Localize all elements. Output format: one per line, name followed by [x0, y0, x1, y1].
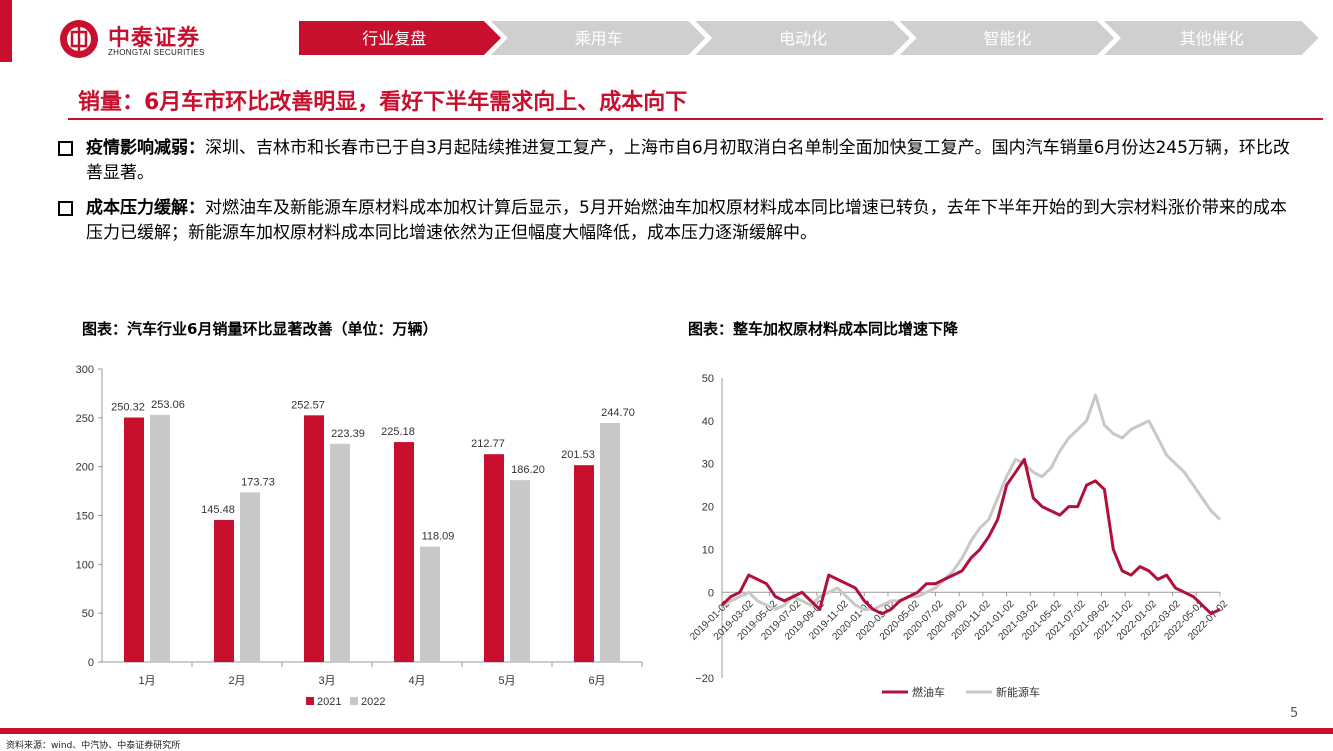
x-category-label: 5月 [498, 675, 515, 687]
bar-value-label: 212.77 [471, 438, 505, 450]
legend-label: 新能源车 [996, 685, 1040, 699]
nav-tab-2[interactable] [486, 20, 709, 56]
bar-value-label: 244.70 [601, 407, 635, 419]
source-note: 资料来源：wind、中汽协、中泰证券研究所 [6, 741, 181, 751]
page-number: 5 [1290, 706, 1299, 721]
bar-2022-3 [330, 443, 350, 662]
bar-value-label: 186.20 [511, 464, 545, 476]
bullet-cost: 成本压力缓解：对燃油车及新能源车原材料成本加权计算后显示，5月开始燃油车加权原材… [58, 196, 1298, 246]
series-line-燃油车 [720, 457, 1221, 616]
x-category-label: 6月 [588, 675, 605, 687]
section-nav: 行业复盘 乘用车 电动化 智能化 其他催化 [298, 20, 1320, 56]
bullet-text: 对燃油车及新能源车原材料成本加权计算后显示，5月开始燃油车加权原材料成本同比增速… [86, 198, 1287, 243]
bar-2021-1 [124, 417, 144, 662]
y-tick-label: 150 [76, 511, 94, 523]
nav-tab-5[interactable] [1100, 20, 1320, 56]
legend-label: 2021 [317, 696, 341, 708]
bar-2022-4 [420, 546, 440, 662]
y-tick-label: 40 [702, 416, 714, 428]
bar-value-label: 173.73 [241, 476, 275, 488]
nav-tab-label: 电动化 [779, 29, 827, 48]
logo-name: 中泰证券 [108, 26, 201, 51]
legend-label: 燃油车 [912, 685, 945, 699]
bar-value-label: 225.18 [381, 426, 415, 438]
bar-2022-5 [510, 480, 530, 662]
bullet-text: 深圳、吉林市和长春市已于自3月起陆续推进复工复产，上海市自6月初取消白名单制全面… [86, 138, 1290, 183]
legend-swatch [350, 697, 358, 705]
bar-2022-1 [150, 414, 170, 662]
y-tick-label: 250 [76, 413, 94, 425]
footer-bar [0, 728, 1333, 734]
bar-2021-4 [394, 442, 414, 662]
bar-2022-6 [600, 423, 620, 662]
bar-value-label: 201.53 [561, 449, 595, 461]
series-line-新能源车 [721, 393, 1222, 611]
y-tick-label: 30 [702, 459, 714, 471]
headline-divider [68, 118, 1323, 120]
bar-value-label: 145.48 [201, 504, 235, 516]
y-tick-label: 0 [88, 657, 94, 669]
checkbox-bullet-icon [58, 201, 73, 216]
x-category-label: 4月 [408, 675, 425, 687]
bar-value-label: 223.39 [331, 428, 365, 440]
bar-2021-3 [304, 415, 324, 662]
line-chart: 50403020100−202019-01-022019-03-022019-0… [688, 373, 1230, 699]
x-category-label: 2月 [228, 675, 245, 687]
slide-headline: 销量：6月车市环比改善明显，看好下半年需求向上、成本向下 [78, 90, 688, 115]
bullet-heading: 疫情影响减弱： [86, 138, 205, 158]
bullet-epidemic: 疫情影响减弱：深圳、吉林市和长春市已于自3月起陆续推进复工复产，上海市自6月初取… [58, 136, 1298, 186]
logo-subtitle: ZHONGTAI SECURITIES [108, 48, 205, 57]
nav-tab-label: 乘用车 [575, 29, 623, 48]
legend-swatch [306, 697, 314, 705]
bar-value-label: 250.32 [111, 402, 145, 414]
checkbox-bullet-icon [58, 141, 73, 156]
bar-2022-2 [240, 492, 260, 662]
bar-chart-title: 图表：汽车行业6月销量环比显著改善（单位：万辆） [82, 320, 438, 338]
y-tick-label: 0 [708, 587, 714, 599]
bar-2021-2 [214, 519, 234, 662]
x-category-label: 1月 [138, 675, 155, 687]
nav-tab-3[interactable] [691, 20, 913, 56]
y-tick-label: 100 [76, 559, 94, 571]
y-tick-label: 10 [702, 544, 714, 556]
legend-label: 2022 [361, 696, 385, 708]
bar-value-label: 253.06 [151, 399, 185, 411]
company-logo-icon [60, 20, 98, 58]
nav-tab-4[interactable] [895, 20, 1118, 56]
y-tick-label: 50 [702, 373, 714, 385]
nav-tab-label: 智能化 [983, 29, 1031, 48]
nav-tab-label: 其他催化 [1180, 29, 1244, 48]
y-tick-label: 200 [76, 462, 94, 474]
y-tick-label: 50 [82, 608, 94, 620]
bar-value-label: 118.09 [422, 531, 455, 543]
nav-tab-1[interactable] [298, 20, 504, 56]
bullet-heading: 成本压力缓解： [86, 198, 205, 218]
nav-tab-label: 行业复盘 [362, 29, 426, 48]
y-tick-label: 300 [76, 364, 94, 376]
bar-chart: 0 50 100 150 200 250 300 250.32 253.06 1月 145.48 17… [76, 364, 643, 708]
y-tick-label: 20 [702, 502, 714, 514]
left-accent-bar [0, 0, 12, 62]
bar-value-label: 252.57 [291, 399, 325, 411]
y-tick-label: −20 [695, 673, 714, 685]
bar-2021-5 [484, 454, 504, 662]
bar-2021-6 [574, 465, 594, 662]
x-category-label: 3月 [318, 675, 335, 687]
line-chart-title: 图表：整车加权原材料成本同比增速下降 [688, 320, 959, 338]
